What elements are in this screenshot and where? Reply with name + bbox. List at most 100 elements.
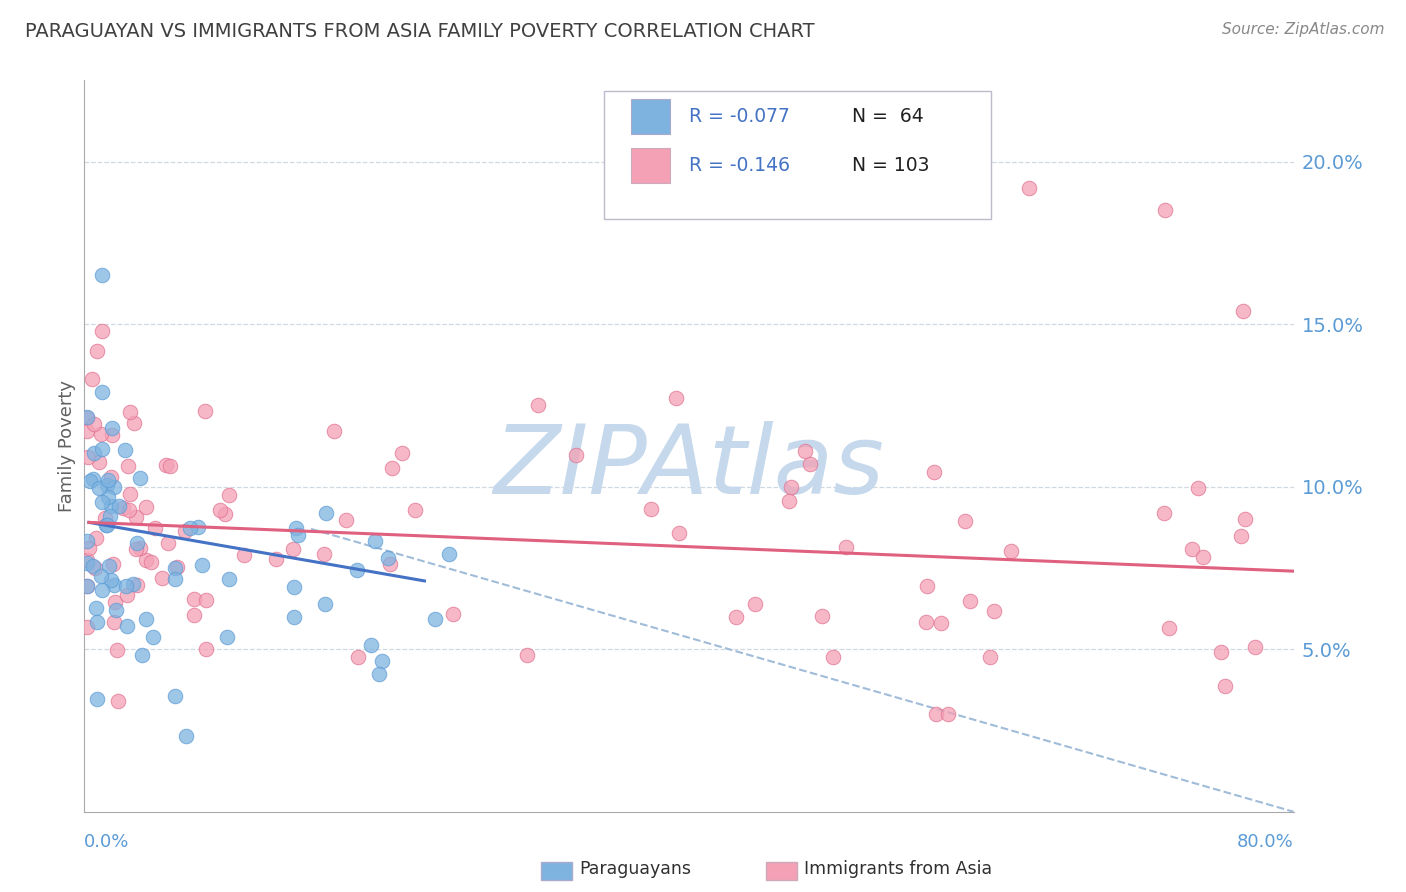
Point (194, 593, 217, 607)
Point (150, 571, 173, 585)
Point (120, 487, 142, 501)
Point (367, 667, 389, 681)
Point (174, 729, 197, 743)
Point (925, 707, 948, 722)
Point (215, 630, 238, 644)
Point (127, 578, 149, 592)
Point (86, 531, 108, 545)
Text: R = -0.146: R = -0.146 (689, 155, 790, 175)
Point (322, 424, 344, 438)
Point (938, 707, 960, 722)
Point (1234, 511, 1257, 525)
Point (84, 601, 107, 615)
Point (1232, 303, 1254, 318)
Point (516, 648, 538, 663)
Text: PARAGUAYAN VS IMMIGRANTS FROM ASIA FAMILY POVERTY CORRELATION CHART: PARAGUAYAN VS IMMIGRANTS FROM ASIA FAMIL… (25, 22, 815, 41)
Point (1192, 550, 1215, 565)
Point (335, 512, 357, 526)
Point (82, 472, 104, 486)
Text: R = -0.077: R = -0.077 (689, 107, 790, 126)
Point (1244, 640, 1267, 654)
Point (794, 443, 817, 458)
Point (163, 561, 186, 575)
Text: ZIPAtlas: ZIPAtlas (494, 421, 884, 515)
Point (90, 426, 112, 441)
Point (76, 533, 98, 548)
Point (1157, 621, 1180, 635)
Point (135, 500, 157, 515)
Point (80, 372, 103, 386)
Text: N =  64: N = 64 (852, 107, 924, 126)
Point (125, 536, 148, 550)
Point (287, 528, 309, 542)
Point (128, 541, 150, 556)
Point (1000, 544, 1022, 558)
Point (640, 502, 662, 516)
Point (112, 500, 135, 515)
Point (131, 648, 153, 662)
Point (100, 573, 122, 587)
Text: 80.0%: 80.0% (1237, 833, 1294, 851)
Point (314, 597, 336, 611)
Point (208, 503, 231, 517)
Point (128, 471, 150, 485)
Point (360, 638, 382, 652)
Point (76, 579, 98, 593)
Point (218, 488, 240, 502)
Point (823, 649, 845, 664)
Point (122, 416, 145, 430)
Point (404, 503, 426, 517)
Point (378, 558, 401, 572)
Point (915, 615, 938, 629)
Point (135, 612, 157, 626)
Point (114, 443, 136, 458)
Point (143, 521, 166, 535)
Point (125, 542, 148, 557)
Point (425, 612, 447, 626)
Point (527, 398, 550, 412)
Point (835, 540, 858, 554)
Point (1154, 203, 1177, 218)
Point (108, 500, 131, 514)
Point (183, 592, 205, 607)
Point (391, 446, 413, 460)
Point (115, 588, 138, 602)
Text: Source: ZipAtlas.com: Source: ZipAtlas.com (1222, 22, 1385, 37)
Point (91, 324, 114, 338)
Point (117, 458, 139, 473)
Point (117, 619, 139, 633)
Point (83, 446, 105, 460)
Point (125, 510, 148, 524)
Point (115, 579, 138, 593)
FancyBboxPatch shape (631, 99, 669, 134)
Point (166, 559, 188, 574)
Point (101, 421, 124, 435)
Point (76, 620, 98, 634)
Point (107, 694, 129, 708)
Point (232, 548, 254, 562)
Point (266, 551, 288, 566)
Point (346, 563, 368, 577)
Point (87, 455, 110, 469)
Point (281, 542, 304, 557)
Point (915, 579, 938, 593)
Point (83, 561, 105, 575)
Point (665, 391, 688, 405)
Point (283, 580, 305, 594)
Point (142, 630, 165, 644)
Point (218, 572, 240, 586)
Point (155, 458, 177, 473)
Point (929, 616, 952, 631)
Point (105, 643, 128, 657)
Point (118, 405, 141, 419)
Point (76, 411, 98, 425)
Point (105, 603, 128, 617)
Point (953, 514, 976, 528)
Point (377, 551, 399, 566)
Point (76, 409, 98, 424)
Point (194, 641, 217, 656)
Point (285, 521, 308, 535)
Point (76, 556, 98, 570)
Point (91, 442, 114, 456)
Point (778, 494, 800, 508)
